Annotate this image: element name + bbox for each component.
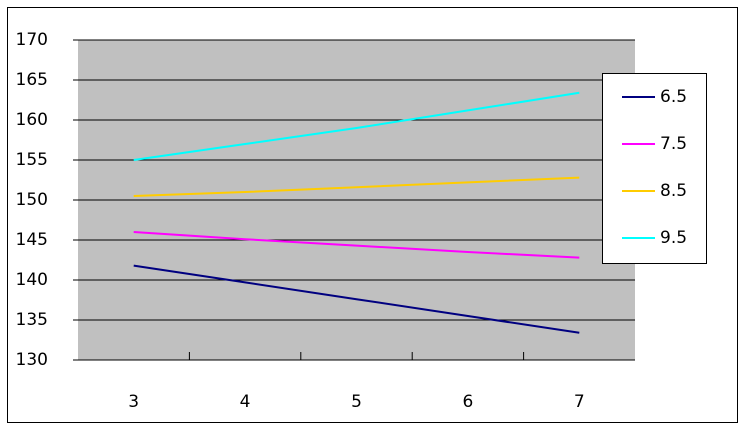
y-tick-label: 150 (16, 190, 48, 210)
legend-label: 6.5 (660, 87, 687, 107)
y-tick-label: 135 (16, 310, 48, 330)
x-tick-label: 4 (240, 392, 251, 412)
legend-label: 9.5 (660, 228, 687, 248)
y-tick-label: 160 (16, 110, 48, 130)
x-tick-label: 5 (351, 392, 362, 412)
y-tick-label: 165 (16, 70, 48, 90)
y-tick-label: 140 (16, 270, 48, 290)
series-line (133, 264, 580, 334)
legend-label: 8.5 (660, 181, 687, 201)
series-line (133, 231, 580, 259)
y-tick-label: 170 (16, 30, 48, 50)
x-tick-label: 3 (128, 392, 139, 412)
legend-box (602, 73, 707, 264)
legend-label: 7.5 (660, 134, 687, 154)
x-tick-label: 7 (574, 392, 585, 412)
y-tick-label: 130 (16, 350, 48, 370)
series-line (133, 91, 580, 161)
series-line (133, 176, 580, 197)
y-tick-label: 155 (16, 150, 48, 170)
y-tick-label: 145 (16, 230, 48, 250)
x-tick-label: 6 (462, 392, 473, 412)
